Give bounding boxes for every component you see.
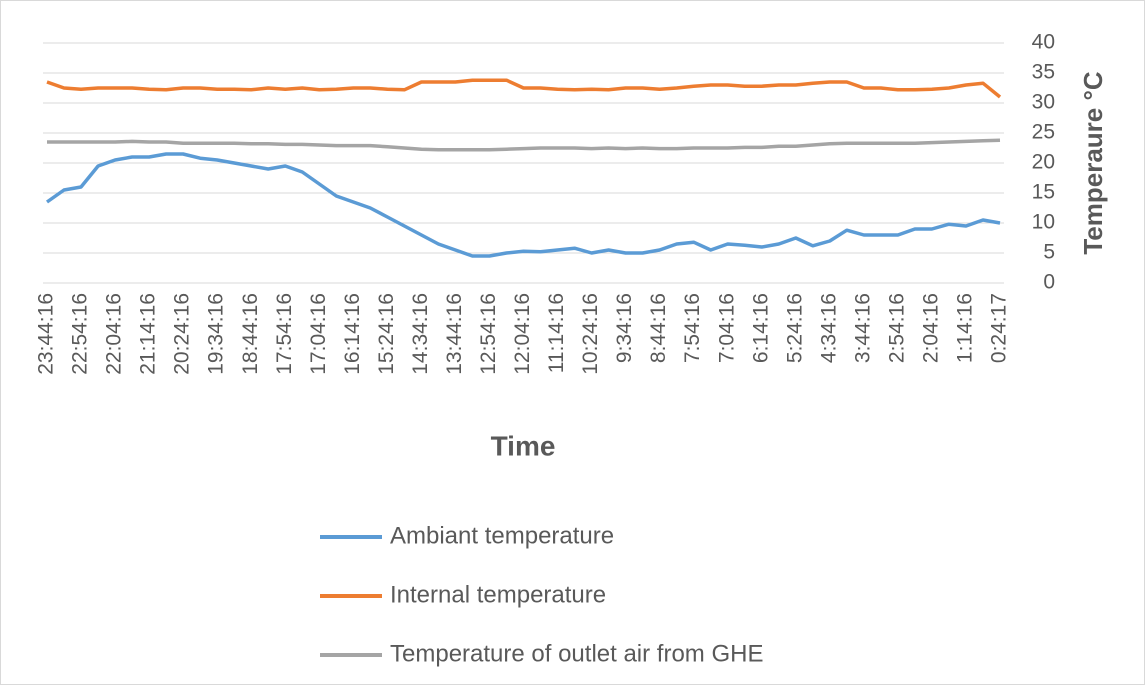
series-line [46, 78, 1002, 99]
legend-label: Temperature of outlet air from GHE [390, 640, 763, 667]
x-tick-label: 6:14:16 [749, 293, 772, 363]
y-tick-label: 20 [1032, 151, 1055, 174]
legend-label: Internal temperature [390, 581, 606, 608]
x-tick-label: 21:14:16 [137, 293, 160, 375]
x-tick-label: 13:44:16 [443, 293, 466, 375]
x-tick-label: 12:54:16 [477, 293, 500, 375]
series-line [45, 152, 1001, 258]
x-tick-label: 10:24:16 [579, 293, 602, 375]
x-tick-label: 3:44:16 [851, 293, 874, 363]
x-tick-label: 11:14:16 [545, 293, 568, 373]
x-tick-label: 1:14:16 [954, 293, 977, 363]
x-tick-label: 12:04:16 [511, 293, 534, 375]
x-tick-label: 7:54:16 [681, 293, 704, 363]
x-tick-label: 23:44:16 [35, 293, 58, 375]
series-line [47, 138, 1001, 152]
x-tick-label: 22:54:16 [69, 293, 92, 375]
x-tick-label: 19:34:16 [205, 293, 228, 375]
x-tick-label: 17:54:16 [273, 293, 296, 375]
y-tick-label: 0 [1043, 271, 1055, 294]
x-tick-label: 17:04:16 [307, 293, 330, 375]
x-tick-label: 2:54:16 [885, 293, 908, 363]
y-tick-label: 40 [1032, 31, 1055, 54]
x-tick-label: 16:14:16 [341, 293, 364, 375]
x-tick-label: 9:34:16 [613, 293, 636, 363]
y-tick-label: 15 [1032, 181, 1055, 204]
x-tick-label: 15:24:16 [375, 293, 398, 375]
x-tick-label: 2:04:16 [919, 293, 942, 363]
x-tick-label: 8:44:16 [647, 293, 670, 363]
y-tick-label: 5 [1043, 241, 1055, 264]
x-tick-label: 20:24:16 [171, 293, 194, 375]
y-tick-label: 35 [1032, 61, 1055, 84]
x-tick-label: 0:24:17 [988, 293, 1011, 363]
x-tick-label: 14:34:16 [409, 293, 432, 375]
x-tick-label: 5:24:16 [783, 293, 806, 363]
y-tick-label: 30 [1032, 91, 1055, 114]
y-tick-label: 10 [1032, 211, 1055, 234]
y-axis-title: Temperaure °C [1078, 71, 1108, 255]
x-tick-label: 4:34:16 [817, 293, 840, 363]
y-tick-label: 25 [1032, 121, 1055, 144]
x-tick-label: 18:44:16 [239, 293, 262, 375]
legend-label: Ambiant temperature [390, 522, 614, 549]
x-tick-label: 7:04:16 [715, 293, 738, 363]
x-axis-title: Time [491, 430, 556, 461]
x-tick-label: 22:04:16 [103, 293, 126, 375]
